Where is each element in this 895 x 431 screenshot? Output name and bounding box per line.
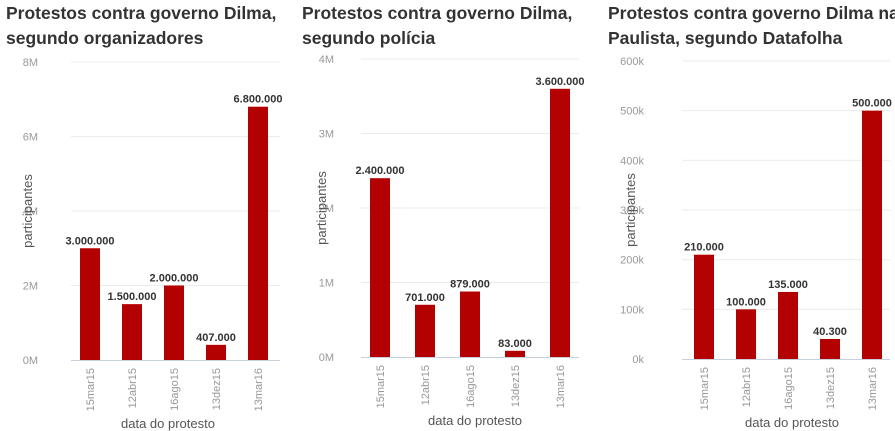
chart-title: Protestos contra governo Dilma, segundo …: [6, 1, 276, 51]
y-tick-label: 3M: [319, 129, 334, 141]
bar: [820, 338, 840, 359]
y-tick-label: 400k: [620, 155, 644, 167]
bar: [736, 309, 756, 359]
bar: [505, 350, 525, 357]
y-tick-label: 2M: [319, 203, 334, 215]
bar-chart-datafolha: 0k 100k 200k 300k 400k 500k 600k 210.000 15mar15…: [620, 56, 892, 430]
x-tick-label: 13dez15: [510, 365, 522, 407]
x-tick-label: 16ago15: [465, 365, 477, 408]
y-tick-label: 4M: [319, 54, 334, 66]
x-tick-label: 12abr15: [420, 365, 432, 405]
data-label: 2.400.000: [356, 165, 405, 177]
data-label: 210.000: [684, 242, 724, 254]
data-label: 701.000: [405, 292, 445, 304]
x-tick-label: 13mar16: [253, 368, 265, 411]
bar: [415, 304, 435, 357]
bar: [164, 285, 184, 360]
y-tick-label: 1M: [319, 278, 334, 290]
bar-chart-policia: 0M 1M 2M 3M 4M 2.400.000 15mar15 701.000 12abr15…: [314, 54, 585, 428]
y-tick-label: 100k: [620, 304, 644, 316]
bar: [122, 304, 142, 360]
bar-chart-organizadores: 0M 2M 4M 6M 8M 3.000.000 15mar15 1.500.000 12abr…: [20, 57, 283, 431]
bar: [206, 344, 226, 360]
data-label: 40.300: [813, 326, 847, 338]
y-tick-label: 0M: [319, 352, 334, 364]
x-tick-label: 12abr15: [741, 367, 753, 407]
y-tick-label: 2M: [23, 281, 38, 293]
data-label: 83.000: [498, 338, 532, 350]
chart-panel-organizadores: Protestos contra governo Dilma, segundo …: [0, 0, 290, 431]
y-tick-label: 6M: [23, 132, 38, 144]
bar: [550, 88, 570, 358]
y-tick-label: 0k: [632, 354, 644, 366]
y-tick-label: 300k: [620, 205, 644, 217]
x-tick-label: 15mar15: [85, 368, 97, 411]
bar: [370, 178, 390, 357]
x-tick-label: 15mar15: [699, 367, 711, 410]
bar: [778, 291, 798, 359]
chart-title-line-1: Protestos contra governo Dilma na: [608, 3, 895, 23]
data-label: 100.000: [726, 296, 766, 308]
y-tick-label: 600k: [620, 56, 644, 68]
x-tick-label: 16ago15: [169, 368, 181, 411]
y-axis-title: participantes: [314, 171, 329, 245]
chart-title: Protestos contra governo Dilma na Paulis…: [608, 1, 895, 51]
chart-title: Protestos contra governo Dilma, segundo …: [302, 1, 572, 51]
bar: [694, 254, 714, 359]
x-tick-label: 15mar15: [375, 365, 387, 408]
x-tick-label: 16ago15: [783, 367, 795, 410]
chart-title-line-2: segundo polícia: [302, 28, 436, 48]
x-tick-label: 13dez15: [825, 367, 837, 409]
bar: [80, 248, 100, 360]
data-label: 2.000.000: [150, 273, 199, 285]
chart-title-line-2: Paulista, segundo Datafolha: [608, 28, 843, 48]
y-tick-label: 8M: [23, 57, 38, 69]
y-tick-label: 500k: [620, 106, 644, 118]
data-label: 879.000: [450, 279, 490, 291]
chart-title-line-1: Protestos contra governo Dilma,: [6, 3, 277, 23]
data-label: 1.500.000: [108, 291, 157, 303]
data-label: 135.000: [768, 279, 808, 291]
data-label: 500.000: [852, 98, 892, 110]
chart-title-line-2: segundo organizadores: [6, 28, 204, 48]
y-axis-title: participantes: [20, 174, 35, 248]
y-tick-label: 0M: [23, 355, 38, 367]
bar: [460, 291, 480, 357]
bar: [862, 110, 882, 360]
y-tick-label: 200k: [620, 255, 644, 267]
y-tick-label: 4M: [23, 206, 38, 218]
chart-panel-policia: Protestos contra governo Dilma, segundo …: [297, 0, 589, 431]
data-label: 3.000.000: [66, 235, 115, 247]
x-axis-title: data do protesto: [428, 413, 522, 428]
chart-title-line-1: Protestos contra governo Dilma,: [302, 3, 573, 23]
x-axis-title: data do protesto: [745, 415, 839, 430]
x-tick-label: 13mar16: [555, 365, 567, 408]
x-tick-label: 12abr15: [127, 368, 139, 408]
data-label: 6.800.000: [234, 94, 283, 106]
x-axis-title: data do protesto: [121, 416, 215, 431]
bar: [248, 106, 268, 360]
data-label: 3.600.000: [536, 76, 585, 88]
chart-panel-datafolha: Protestos contra governo Dilma na Paulis…: [604, 0, 895, 431]
y-axis-title: participantes: [623, 173, 638, 247]
data-label: 407.000: [196, 332, 236, 344]
x-tick-label: 13dez15: [211, 368, 223, 410]
x-tick-label: 13mar16: [867, 367, 879, 410]
